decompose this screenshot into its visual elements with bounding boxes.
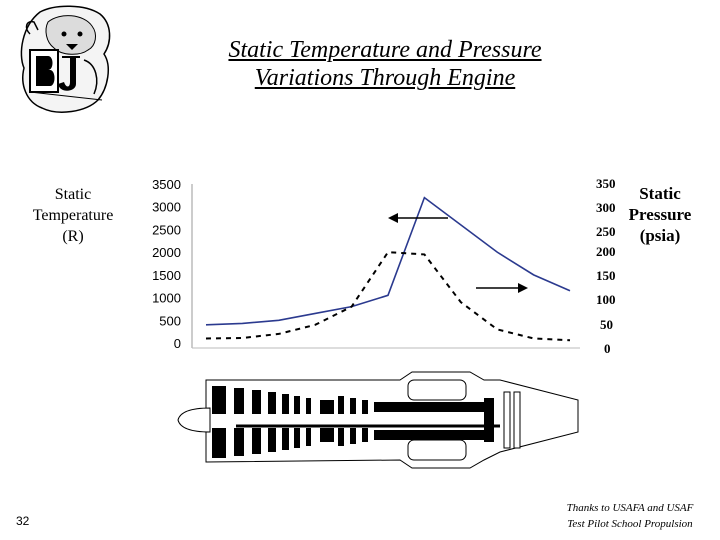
right-axis-label-line3: (psia): [639, 226, 681, 245]
right-axis-label: Static Pressure (psia): [620, 183, 700, 246]
left-axis-label-line3: (R): [62, 228, 84, 245]
credit-line-1: Thanks to USAFA and USAF: [566, 502, 694, 514]
credit-note: Thanks to USAFA and USAF Test Pilot Scho…: [535, 500, 720, 532]
right-tick-label: 300: [596, 200, 616, 215]
left-axis-label: Static Temperature (R): [18, 184, 128, 247]
left-tick-label: 3000: [152, 200, 181, 215]
left-tick-label: 1000: [152, 291, 181, 306]
title-line-2: Variations Through Engine: [254, 65, 516, 91]
static-temperature-series-line: [205, 196, 571, 326]
arrow-left-icon: [388, 213, 448, 223]
left-axis-tick-labels: 0 500 1000 1500 2000 2500 3000 3500: [152, 177, 181, 351]
right-axis-label-line2: Pressure: [628, 205, 692, 224]
right-tick-label: 50: [600, 317, 613, 332]
left-axis-label-line2: Temperature: [32, 207, 114, 224]
jet-engine-cutaway-icon: [177, 371, 579, 469]
right-tick-label: 100: [596, 292, 616, 307]
page-number: 32: [16, 514, 30, 528]
right-tick-label: 350: [596, 176, 616, 191]
right-tick-label: 250: [596, 224, 616, 239]
right-tick-label: 150: [596, 268, 616, 283]
left-tick-label: 2500: [152, 222, 181, 237]
chart-series: [205, 196, 571, 342]
credit-line-2: Test Pilot School Propulsion: [567, 518, 693, 530]
page-title: Static Temperature and Pressure Variatio…: [160, 36, 610, 92]
right-tick-label: 0: [604, 341, 611, 356]
static-pressure-series-line: [205, 251, 571, 342]
left-tick-label: 3500: [152, 177, 181, 192]
left-axis-label-line1: Static: [54, 186, 92, 203]
left-tick-label: 1500: [152, 268, 181, 283]
arrow-right-icon: [476, 283, 528, 293]
left-tick-label: 2000: [152, 245, 181, 260]
left-tick-label: 500: [159, 313, 181, 328]
title-line-1: Static Temperature and Pressure: [228, 37, 542, 63]
right-axis-label-line1: Static: [639, 184, 681, 203]
baylor-bear-bu-logo-icon: [20, 5, 111, 113]
right-tick-label: 200: [596, 244, 616, 259]
left-tick-label: 0: [174, 336, 181, 351]
